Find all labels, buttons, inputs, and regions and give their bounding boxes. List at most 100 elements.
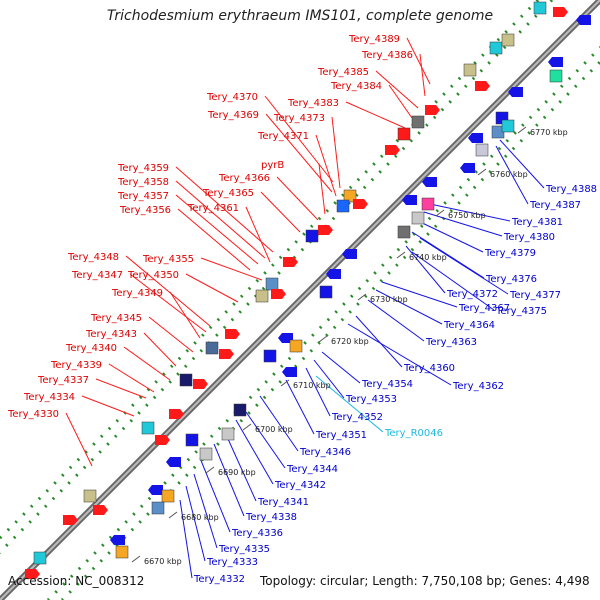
leader-line xyxy=(419,53,426,97)
leader-line xyxy=(65,412,93,467)
labels-layer: Tery_4389 Tery_4386 Tery_4385 Tery_4384 Tery… xyxy=(7,34,597,585)
gene-arrow-forward xyxy=(193,379,208,389)
gene-box-reverse xyxy=(549,69,563,83)
gene-box-forward xyxy=(255,289,269,303)
gene-arrow-forward xyxy=(475,81,490,91)
gene-arrow-reverse xyxy=(576,15,591,25)
gene-box-reverse xyxy=(185,433,199,447)
gene-label-forward: Tery_4369 xyxy=(207,110,259,121)
gene-arrow-reverse xyxy=(460,163,475,173)
leader-line xyxy=(179,499,193,579)
leader-line xyxy=(213,443,245,517)
gene-label-forward: Tery_4330 xyxy=(7,409,59,420)
leader-line xyxy=(411,231,485,279)
gene-label-reverse: Tery_4372 xyxy=(446,289,498,300)
leader-line xyxy=(223,429,257,502)
gene-arrow-forward xyxy=(25,569,40,579)
gene-label-reverse: Tery_4346 xyxy=(299,447,351,458)
gene-label-forward: Tery_4355 xyxy=(142,254,194,265)
leader-line xyxy=(375,70,419,109)
gene-box-forward xyxy=(336,199,350,213)
gene-label-reverse: Tery_4376 xyxy=(485,274,537,285)
gene-arrow-reverse xyxy=(282,367,297,377)
gene-label-reverse: Tery_4338 xyxy=(245,512,297,523)
gene-label-reverse: Tery_4344 xyxy=(286,464,338,475)
gene-label-forward: Tery_4386 xyxy=(361,50,413,61)
gene-label-reverse: Tery_4360 xyxy=(403,363,455,374)
gene-arrow-reverse xyxy=(342,249,357,259)
kbp-label: 6690 kbp xyxy=(218,468,256,477)
leader-line xyxy=(193,473,218,549)
gene-label-forward: Tery_4371 xyxy=(257,131,309,142)
leader-line xyxy=(235,419,274,485)
gene-label-reverse: Tery_4335 xyxy=(218,544,270,555)
leader-line xyxy=(423,211,503,237)
leader-line xyxy=(175,180,266,259)
leader-line xyxy=(388,84,413,119)
leader-line xyxy=(169,291,201,339)
gene-label-forward: Tery_4340 xyxy=(65,343,117,354)
gene-arrow-reverse xyxy=(508,87,523,97)
leader-line xyxy=(405,245,446,294)
gene-arrow-forward xyxy=(155,435,170,445)
gene-arrow-reverse xyxy=(326,269,341,279)
gene-label-reverse: Tery_4353 xyxy=(345,394,397,405)
gene-label-forward: Tery_4385 xyxy=(317,67,369,78)
gene-label-forward: Tery_4334 xyxy=(23,392,75,403)
gene-label-forward: Tery_4339 xyxy=(50,360,102,371)
strand-dotted-line xyxy=(0,0,540,541)
gene-arrow-reverse xyxy=(468,133,483,143)
leader-line xyxy=(185,485,206,562)
gene-arrow-forward xyxy=(225,329,240,339)
gene-box-reverse xyxy=(397,225,411,239)
gene-box-reverse xyxy=(411,211,425,225)
gene-arrow-forward xyxy=(271,289,286,299)
leader-line xyxy=(123,346,171,381)
gene-box-reverse xyxy=(115,545,129,559)
scale-tick xyxy=(396,251,406,259)
leader-line xyxy=(406,37,431,85)
leader-line xyxy=(318,163,326,215)
gene-label-forward: Tery_4373 xyxy=(273,113,325,124)
gene-arrow-reverse xyxy=(166,457,181,467)
gene-box-forward xyxy=(533,1,547,15)
kbp-label: 6760 kbp xyxy=(490,170,528,179)
gene-label-forward: Tery_4337 xyxy=(37,375,89,386)
leader-line xyxy=(175,166,274,253)
leader-line xyxy=(245,206,271,263)
gene-arrow-forward xyxy=(353,199,368,209)
gene-box-forward xyxy=(141,421,155,435)
gene-label-reverse: Tery_4379 xyxy=(484,248,536,259)
gene-label-reverse: Tery_4332 xyxy=(193,574,245,585)
scale-tick xyxy=(357,293,367,301)
kbp-label: 6730 kbp xyxy=(370,295,408,304)
gene-label-reverse: Tery_4375 xyxy=(495,306,547,317)
gene-box-reverse xyxy=(421,197,435,211)
gene-box-reverse xyxy=(161,489,175,503)
gene-arrow-reverse xyxy=(110,535,125,545)
kbp-label: 6740 kbp xyxy=(409,253,447,262)
gene-label-reverse: Tery_4341 xyxy=(257,497,309,508)
gene-box-reverse xyxy=(233,403,247,417)
leader-line xyxy=(495,145,529,205)
gene-box-forward xyxy=(397,127,411,141)
gene-arrow-forward xyxy=(219,349,234,359)
gene-label-reverse: Tery_4351 xyxy=(315,430,367,441)
gene-arrow-forward xyxy=(553,7,568,17)
leader-line xyxy=(347,323,452,386)
gene-box-forward xyxy=(411,115,425,129)
leader-line xyxy=(419,237,509,295)
gene-arrow-forward xyxy=(63,515,78,525)
gene-label-forward: Tery_4349 xyxy=(111,288,163,299)
gene-label-forward: Tery_4356 xyxy=(119,205,171,216)
gene-arrow-forward xyxy=(93,505,108,515)
scale-tick xyxy=(242,423,252,431)
leader-line xyxy=(313,359,345,399)
gene-label-reverse: Tery_4381 xyxy=(511,217,563,228)
gene-label-forward: Tery_4365 xyxy=(202,188,254,199)
gene-box-reverse xyxy=(289,339,303,353)
gene-label-forward: Tery_4345 xyxy=(90,313,142,324)
leader-line xyxy=(177,208,251,271)
